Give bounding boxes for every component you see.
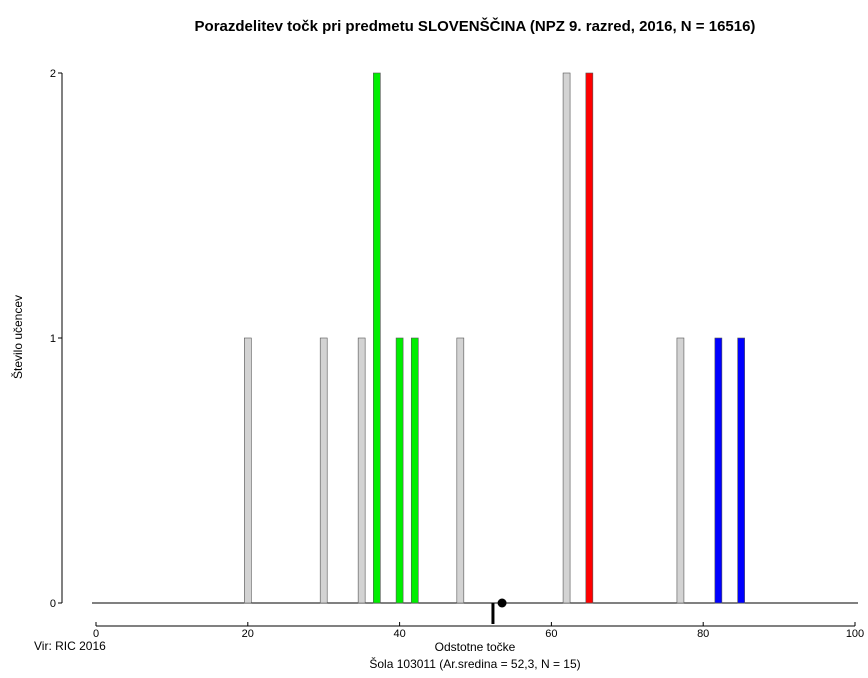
chart-title: Porazdelitev točk pri predmetu SLOVENŠČI… [195,17,756,35]
x-tick-label: 40 [393,628,405,640]
bars-group [244,72,745,604]
y-tick-label: 1 [50,333,56,345]
x-tick-label: 80 [697,628,709,640]
bar [714,337,723,604]
bar [585,72,594,604]
bar [456,337,465,604]
bar [244,337,252,604]
bar [737,337,745,604]
bar [676,337,685,604]
y-axis: 0 1 2 [50,68,63,610]
x-tick-label: 60 [545,628,557,640]
chart-subtitle: Šola 103011 (Ar.sredina = 52,3, N = 15) [369,656,580,671]
x-tick-label: 100 [846,628,864,640]
x-tick-label: 20 [242,628,254,640]
bar [562,72,571,604]
y-axis-label: Število učencev [10,295,25,379]
y-tick-label: 0 [50,598,56,610]
bar [357,337,366,604]
x-axis: 0 20 40 60 80 100 [92,602,864,640]
bar [410,337,419,604]
bar [319,337,328,604]
x-axis-label: Odstotne točke [435,640,516,654]
bar [373,72,381,604]
x-tick-label: 0 [93,628,99,640]
school-dot-marker [497,598,507,608]
source-note: Vir: RIC 2016 [34,639,106,653]
y-tick-label: 2 [50,68,56,80]
markers-group [491,598,507,624]
bar [395,337,404,604]
